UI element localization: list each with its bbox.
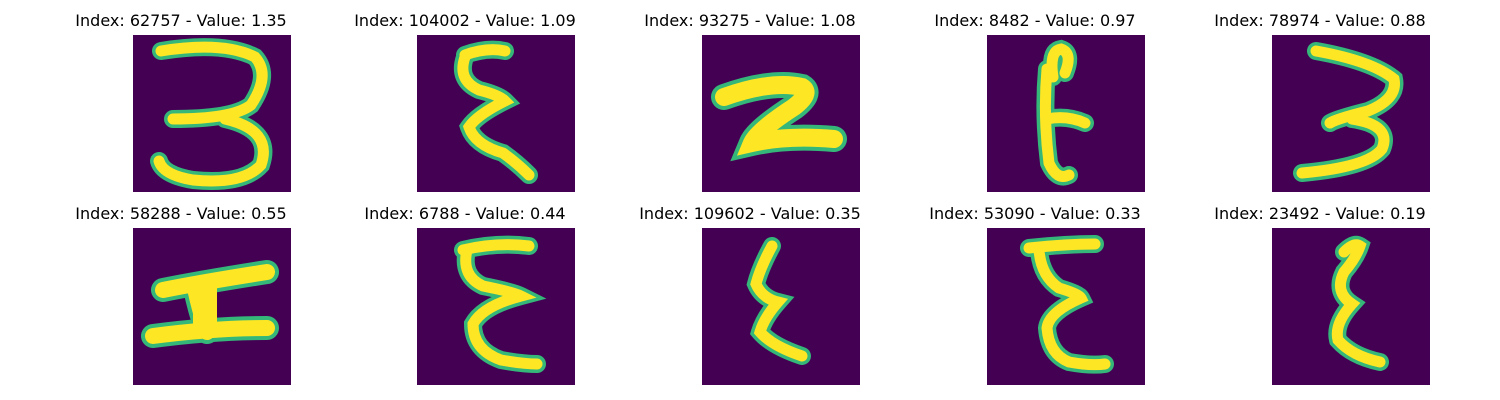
panel-title: Index: 53090 - Value: 0.33	[929, 204, 1141, 223]
glyph-image	[702, 228, 860, 385]
panel-title: Index: 104002 - Value: 1.09	[354, 11, 576, 30]
panel-title: Index: 23492 - Value: 0.19	[1214, 204, 1426, 223]
panel-title: Index: 62757 - Value: 1.35	[75, 11, 287, 30]
glyph-image	[133, 228, 291, 385]
panel-title: Index: 93275 - Value: 1.08	[644, 11, 856, 30]
panel-title: Index: 109602 - Value: 0.35	[639, 204, 861, 223]
glyph-image	[1272, 35, 1430, 192]
glyph-image	[417, 228, 575, 385]
panel-title: Index: 58288 - Value: 0.55	[75, 204, 287, 223]
panel-title: Index: 6788 - Value: 0.44	[364, 204, 566, 223]
glyph-image	[1272, 228, 1430, 385]
panel-title: Index: 78974 - Value: 0.88	[1214, 11, 1426, 30]
glyph-image	[987, 228, 1145, 385]
glyph-image	[987, 35, 1145, 192]
glyph-image	[702, 35, 860, 192]
panel-title: Index: 8482 - Value: 0.97	[934, 11, 1136, 30]
glyph-image	[417, 35, 575, 192]
glyph-image	[133, 35, 291, 192]
